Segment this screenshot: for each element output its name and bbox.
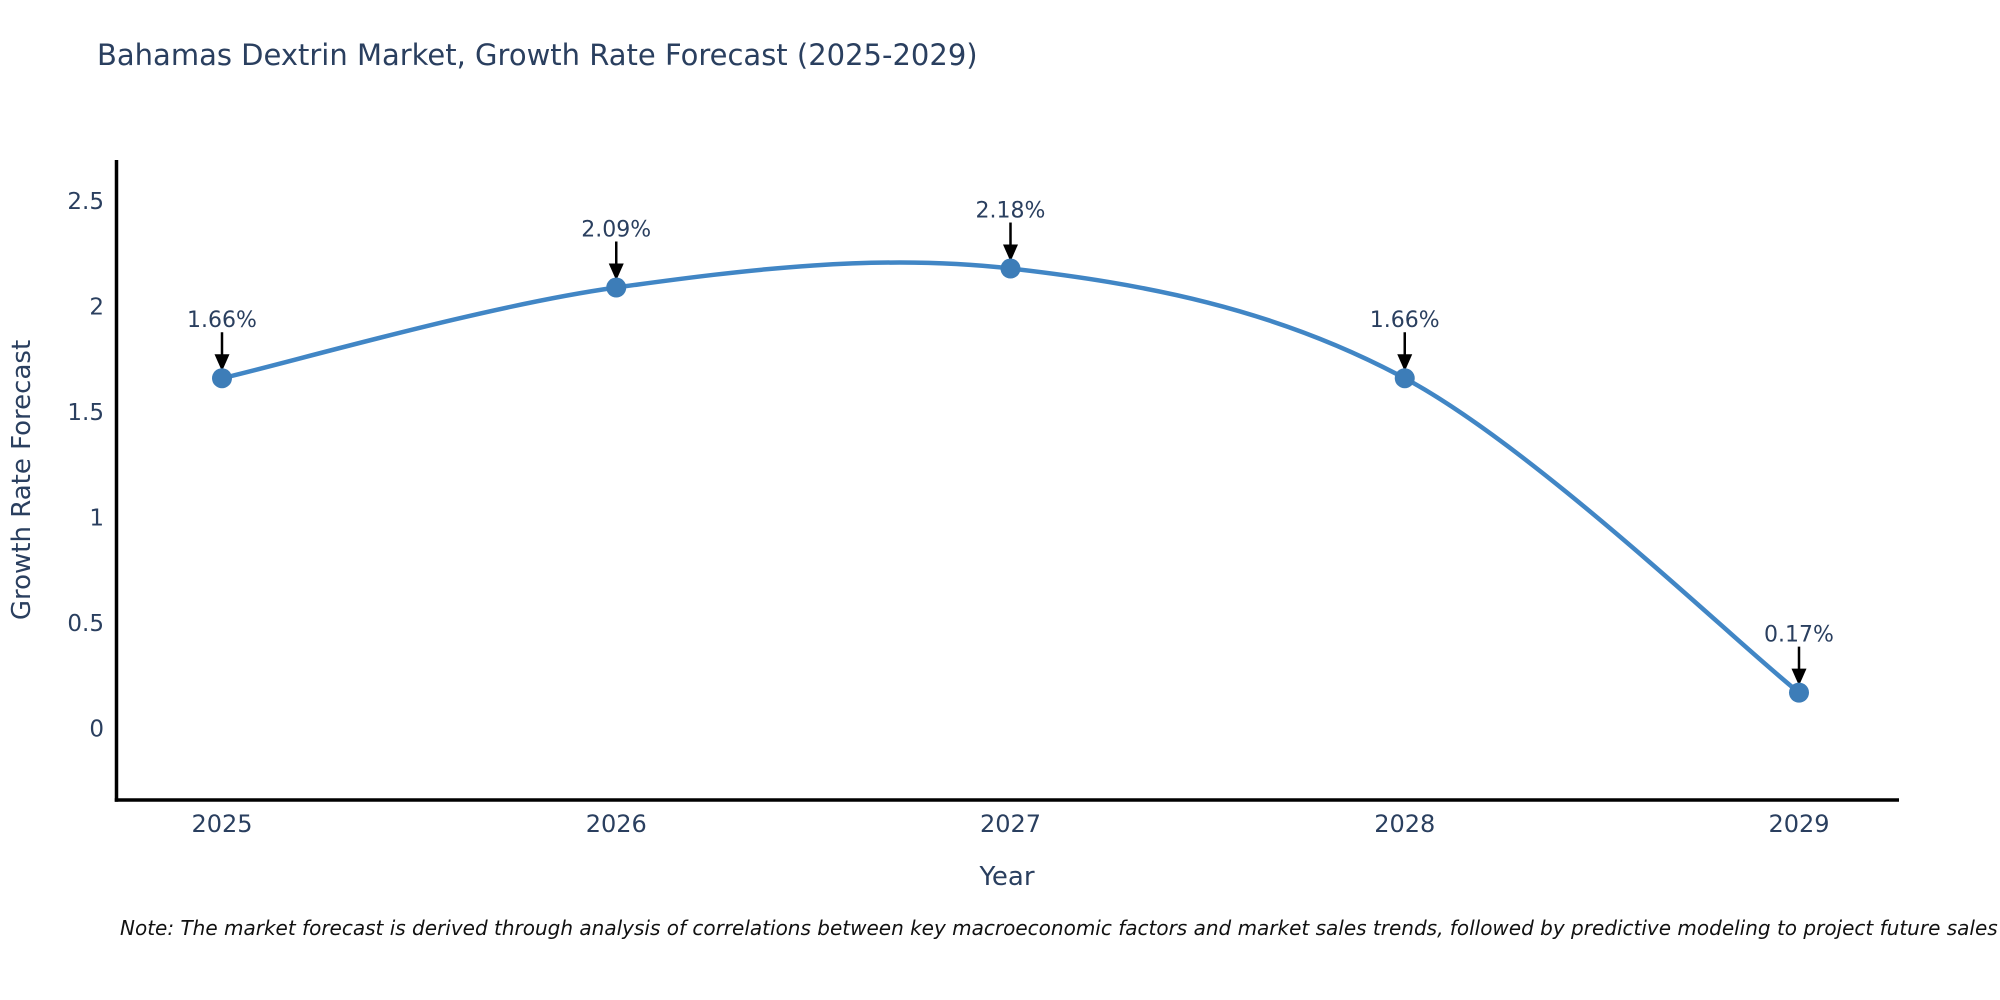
y-tick-label: 2.5 bbox=[67, 189, 104, 215]
annotation-arrowhead bbox=[1397, 354, 1413, 372]
annotation-arrowhead bbox=[1791, 668, 1807, 686]
data-point-label: 2.18% bbox=[976, 199, 1046, 224]
y-axis-title: Growth Rate Forecast bbox=[7, 340, 37, 620]
data-point-label: 0.17% bbox=[1764, 623, 1834, 648]
y-tick-label: 0 bbox=[89, 717, 104, 743]
data-point[interactable] bbox=[212, 368, 232, 389]
x-tick-label: 2029 bbox=[1768, 810, 1829, 838]
y-tick-label: 2 bbox=[89, 295, 104, 321]
footnote: Note: The market forecast is derived thr… bbox=[120, 916, 2000, 940]
y-tick-label: 1.5 bbox=[67, 400, 104, 426]
annotation-arrowhead bbox=[608, 263, 624, 281]
chart-title: Bahamas Dextrin Market, Growth Rate Fore… bbox=[97, 38, 978, 72]
x-tick-label: 2025 bbox=[191, 810, 252, 838]
data-point[interactable] bbox=[1789, 682, 1809, 703]
data-point[interactable] bbox=[1000, 258, 1021, 279]
y-tick-label: 1 bbox=[89, 506, 104, 532]
data-point[interactable] bbox=[1394, 368, 1415, 389]
data-point[interactable] bbox=[606, 277, 627, 298]
annotation-arrowhead bbox=[214, 354, 230, 372]
data-point-label: 2.09% bbox=[581, 218, 651, 243]
x-tick-label: 2028 bbox=[1374, 810, 1435, 838]
data-point-label: 1.66% bbox=[187, 308, 257, 333]
x-tick-label: 2026 bbox=[586, 810, 647, 838]
x-axis-title: Year bbox=[978, 862, 1034, 892]
forecast-line bbox=[219, 260, 1802, 695]
data-point-label: 1.66% bbox=[1370, 308, 1440, 333]
annotation-arrowhead bbox=[1003, 244, 1018, 262]
x-tick-label: 2027 bbox=[980, 810, 1041, 838]
y-tick-label: 0.5 bbox=[67, 611, 104, 637]
